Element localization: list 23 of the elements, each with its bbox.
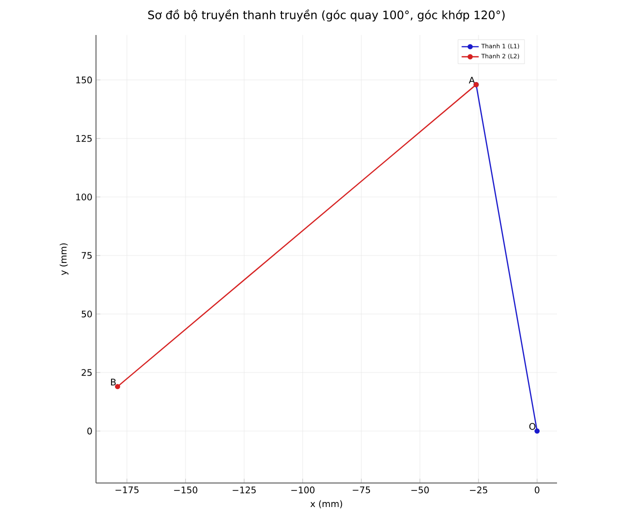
point (114, 384, 120, 390)
x-axis-title: x (mm) (310, 500, 342, 508)
x-tick-label: −100 (291, 486, 314, 494)
y-tick-label: 50 (82, 310, 92, 318)
x-tick-label: −75 (352, 486, 370, 494)
y-axis-title: y (mm) (60, 243, 68, 276)
chart-title: Sơ đồ bộ truyền thanh truyền (góc quay 100°, góc khớp 120°) (148, 9, 505, 22)
x-tick-label: −125 (232, 486, 256, 494)
x-tick-label: −175 (116, 486, 139, 494)
point (534, 428, 540, 434)
y-tick-label: 25 (82, 369, 92, 376)
y-tick-label: 150 (76, 76, 92, 84)
y-tick-label: 100 (76, 194, 92, 200)
x-tick-label: 0 (534, 486, 540, 494)
y-tick-label: 75 (82, 252, 92, 259)
annotation: A (468, 76, 475, 84)
y-tick-label: 0 (87, 428, 92, 434)
x-tick-label: −25 (470, 486, 488, 494)
annotation: B (111, 378, 116, 386)
x-tick-label: −150 (174, 486, 198, 494)
x-tick-label: −50 (411, 486, 429, 494)
y-tick-label: 125 (76, 135, 92, 142)
annotation: O (529, 423, 536, 430)
